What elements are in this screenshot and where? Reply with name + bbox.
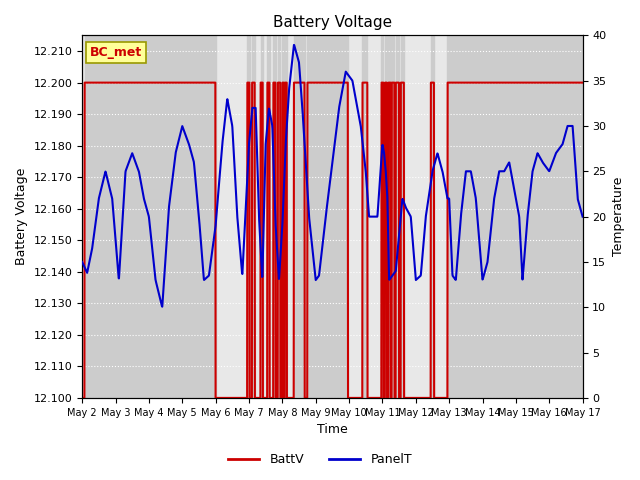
Bar bbox=[85, 36, 216, 398]
Text: BC_met: BC_met bbox=[90, 46, 142, 59]
Bar bbox=[431, 36, 434, 398]
Legend: BattV, PanelT: BattV, PanelT bbox=[223, 448, 417, 471]
Bar bbox=[252, 36, 255, 398]
Bar bbox=[388, 36, 391, 398]
Bar bbox=[273, 36, 276, 398]
Bar bbox=[307, 36, 348, 398]
Bar bbox=[247, 36, 250, 398]
Bar bbox=[282, 36, 284, 398]
X-axis label: Time: Time bbox=[317, 423, 348, 436]
Bar bbox=[401, 36, 404, 398]
Bar bbox=[362, 36, 367, 398]
Bar bbox=[385, 36, 387, 398]
Y-axis label: Battery Voltage: Battery Voltage bbox=[15, 168, 28, 265]
Bar bbox=[260, 36, 263, 398]
Bar bbox=[392, 36, 394, 398]
Bar bbox=[294, 36, 305, 398]
Bar bbox=[285, 36, 287, 398]
Bar bbox=[268, 36, 269, 398]
Bar bbox=[447, 36, 582, 398]
Title: Battery Voltage: Battery Voltage bbox=[273, 15, 392, 30]
Bar bbox=[278, 36, 280, 398]
Y-axis label: Temperature: Temperature bbox=[612, 177, 625, 256]
Bar bbox=[396, 36, 399, 398]
Bar bbox=[381, 36, 383, 398]
